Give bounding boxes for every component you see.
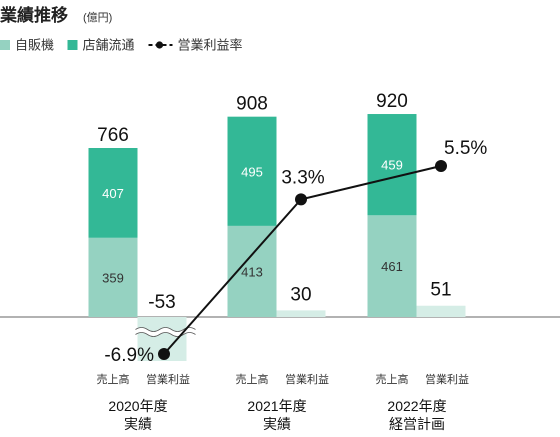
tick-sales-2: 売上高 — [236, 372, 269, 386]
group-status-3: 経営計画 — [389, 416, 445, 432]
axis-break-mark-bottom — [135, 332, 196, 337]
group-year-1: 2020年度 — [108, 398, 167, 414]
margin-value-3: 5.5% — [444, 138, 487, 159]
bar-vending-3 — [367, 215, 417, 317]
bar-vending-1 — [88, 237, 138, 317]
chart-legend: 自販機 店舗流通 営業利益率 — [0, 38, 243, 53]
bar-store-2 — [227, 116, 277, 226]
bar-vending-value-2: 413 — [241, 264, 263, 279]
bar-vending-value-3: 461 — [381, 259, 403, 274]
margin-point-2 — [295, 193, 307, 206]
legend-swatch-2 — [67, 40, 78, 50]
axis-break-mark-top — [135, 327, 196, 332]
margin-value-2: 3.3% — [281, 167, 324, 188]
bar-vending-2 — [227, 225, 277, 317]
bar-vending-value-1: 359 — [102, 270, 124, 285]
legend-swatch-1 — [0, 40, 10, 50]
legend-label-1: 自販機 — [15, 38, 54, 53]
bar-profit-value-1: -53 — [148, 292, 175, 313]
group-status-1: 実績 — [124, 416, 152, 432]
legend-dot-3 — [155, 41, 164, 49]
bar-profit-3 — [416, 305, 466, 317]
bar-total-value-2: 908 — [236, 94, 268, 115]
group-status-2: 実績 — [263, 416, 291, 432]
bar-store-value-1: 407 — [102, 186, 124, 201]
margin-point-3 — [435, 160, 447, 172]
tick-profit-3: 営業利益 — [425, 372, 469, 386]
bar-profit-value-2: 30 — [290, 284, 311, 305]
bar-store-value-2: 495 — [241, 164, 263, 179]
bar-total-value-1: 766 — [97, 125, 129, 146]
tick-sales-3: 売上高 — [376, 372, 409, 386]
chart-unit: (億円) — [83, 11, 112, 24]
bar-store-3 — [367, 114, 417, 216]
bar-total-value-3: 920 — [376, 91, 408, 112]
tick-profit-2: 営業利益 — [285, 372, 329, 386]
bar-store-1 — [88, 148, 138, 238]
bar-profit-2 — [276, 310, 326, 317]
chart-title: 業績推移 — [0, 5, 68, 25]
tick-profit-1: 営業利益 — [146, 372, 190, 386]
legend-label-2: 店舗流通 — [83, 38, 135, 53]
group-year-2: 2021年度 — [247, 398, 306, 414]
bar-store-value-3: 459 — [381, 158, 403, 173]
legend-label-3: 営業利益率 — [178, 38, 243, 53]
margin-value-1: -6.9% — [104, 345, 154, 366]
bar-profit-value-3: 51 — [430, 280, 451, 301]
margin-point-1 — [158, 348, 170, 360]
tick-sales-1: 売上高 — [97, 372, 130, 386]
group-year-3: 2022年度 — [387, 398, 446, 414]
